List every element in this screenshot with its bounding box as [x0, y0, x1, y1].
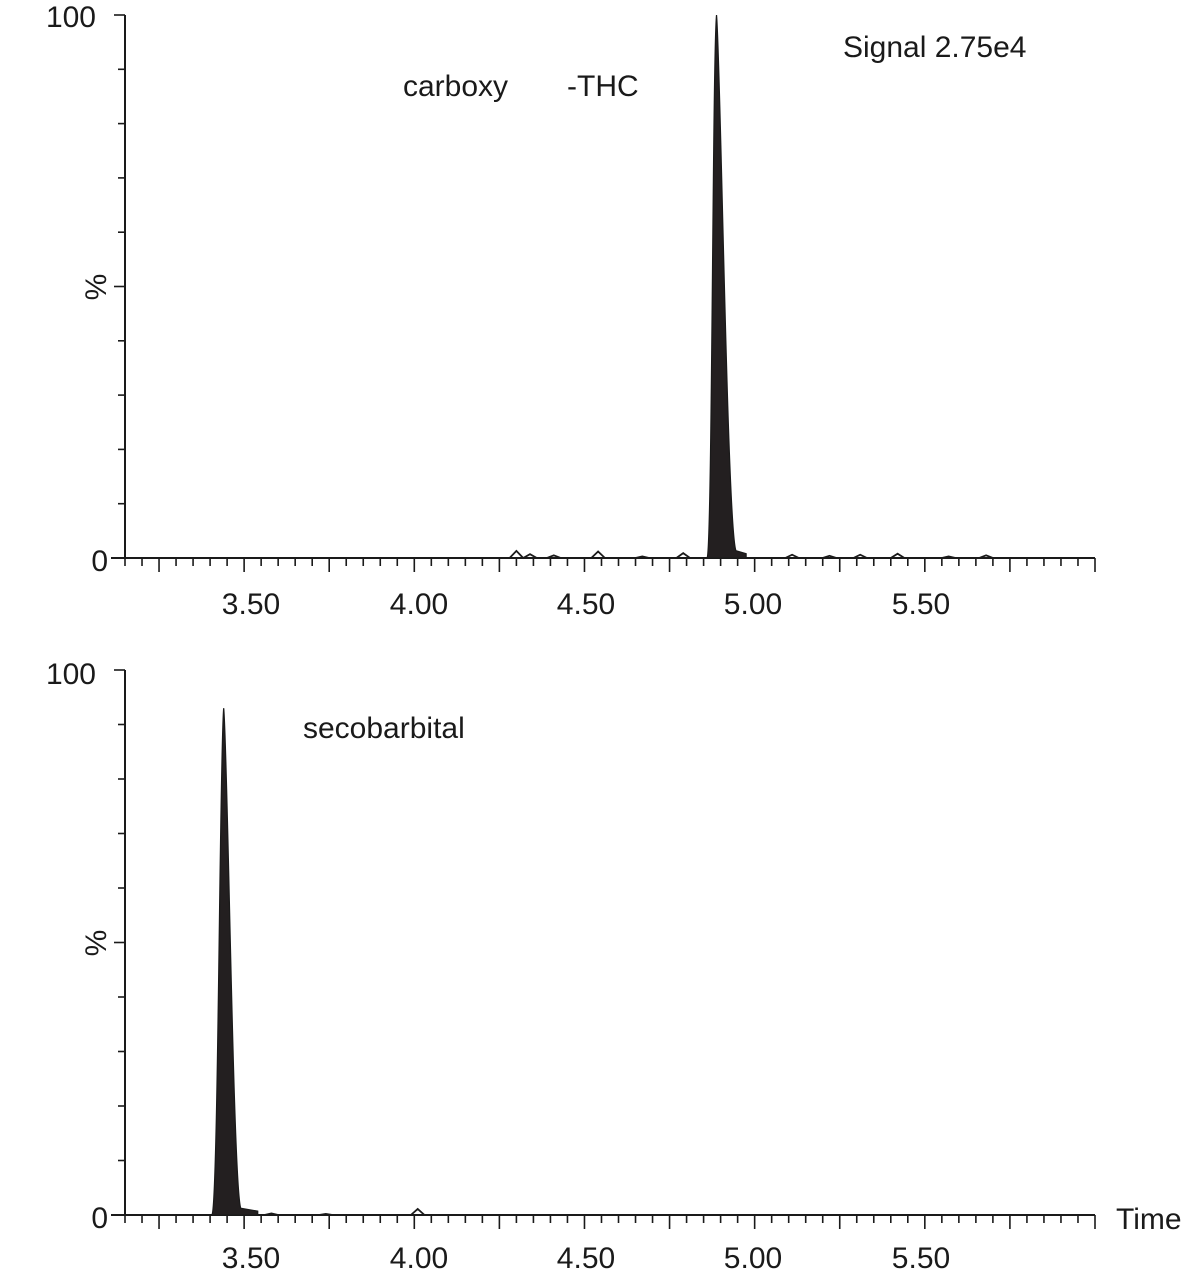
- top-baseline-trace: [489, 549, 1095, 560]
- top-x-tick-label-350: 3.50: [222, 588, 280, 621]
- bottom-y-axis-label: %: [80, 930, 113, 957]
- bottom-x-tick-label-350: 3.50: [222, 1242, 280, 1275]
- bottom-x-tick-label-450: 4.50: [557, 1242, 615, 1275]
- top-y-label-100: 100: [46, 1, 96, 34]
- top-x-tick-label-500: 5.00: [724, 588, 782, 621]
- bottom-x-axis-label: Time: [1116, 1203, 1182, 1236]
- bottom-trace-group: [125, 708, 466, 1216]
- top-x-tick-label-400: 4.00: [390, 588, 448, 621]
- top-x-tick-label-450: 4.50: [557, 588, 615, 621]
- bottom-peak: [210, 708, 259, 1216]
- top-x-tick-label-550: 5.50: [892, 588, 950, 621]
- chromatogram-bottom-panel: 100 0 % 3.50 4.00 4.50 5.00 5.50 Time se…: [46, 658, 1182, 1275]
- bottom-y-label-0: 0: [91, 1202, 108, 1235]
- bottom-x-tick-label-500: 5.00: [724, 1242, 782, 1275]
- bottom-axes: [111, 669, 1096, 1229]
- top-trace-group: [489, 14, 1095, 560]
- top-y-label-0: 0: [91, 545, 108, 578]
- bottom-baseline-trace: [125, 1207, 466, 1216]
- chromatogram-top-panel: 100 0 % 3.50 4.00 4.50 5.00 5.50 carboxy…: [46, 1, 1096, 621]
- top-y-axis-label: %: [80, 274, 113, 301]
- top-annotation-thc: -THC: [567, 70, 639, 103]
- top-peak: [705, 14, 747, 559]
- bottom-y-label-100: 100: [46, 658, 96, 691]
- top-annotation-signal: Signal 2.75e4: [843, 31, 1027, 64]
- bottom-x-tick-label-550: 5.50: [892, 1242, 950, 1275]
- bottom-annotation-secobarbital: secobarbital: [303, 712, 465, 745]
- bottom-x-tick-label-400: 4.00: [390, 1242, 448, 1275]
- top-annotation-carboxy: carboxy: [403, 70, 508, 103]
